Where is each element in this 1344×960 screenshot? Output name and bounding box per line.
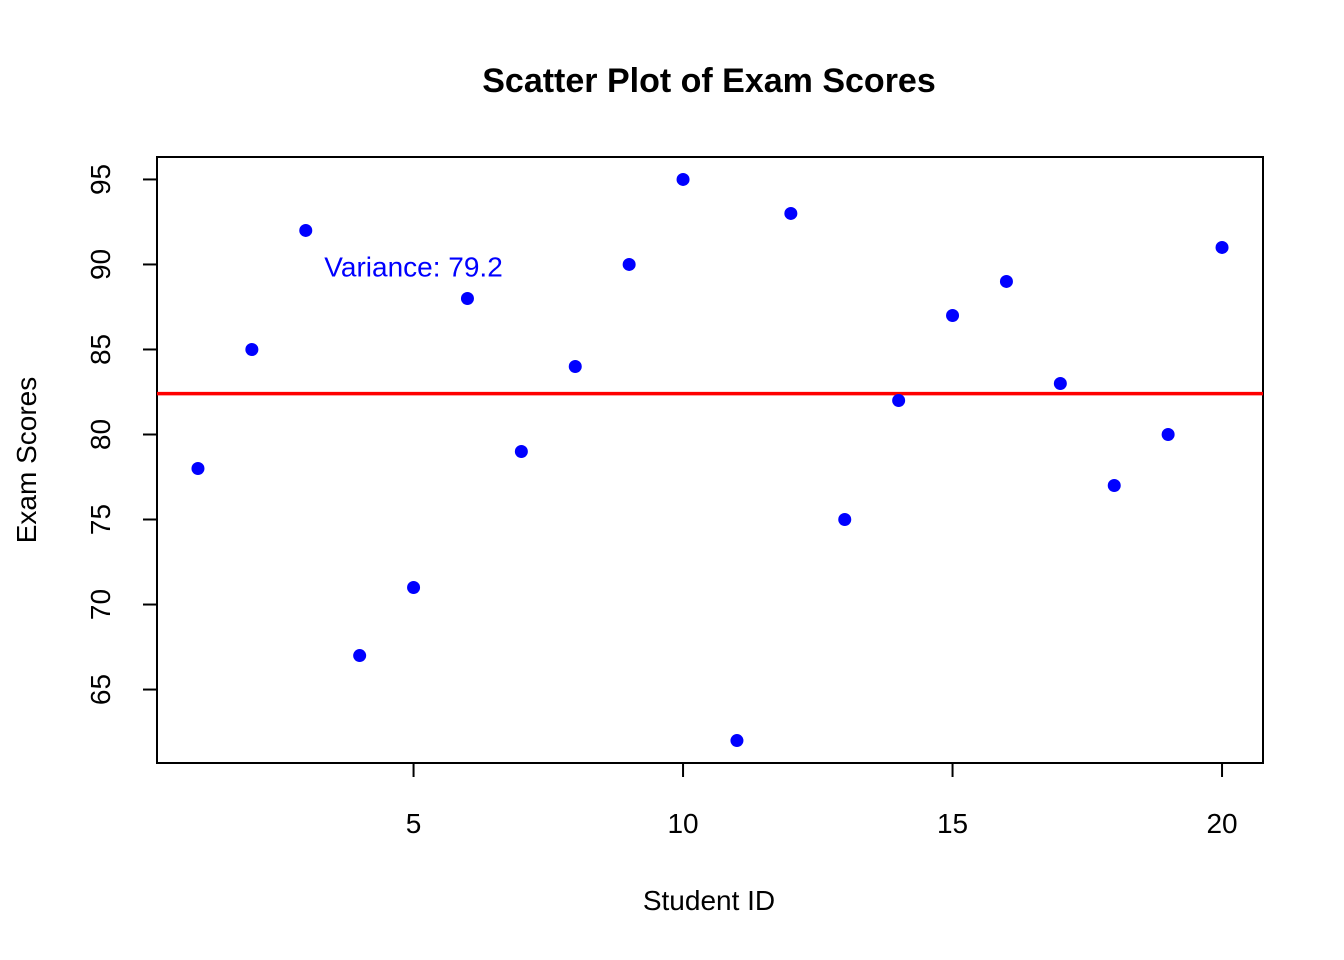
y-axis-label: Exam Scores [11, 377, 42, 544]
data-point [1161, 427, 1175, 441]
data-point [568, 359, 582, 373]
chart-title: Scatter Plot of Exam Scores [482, 62, 936, 100]
x-axis: 5 10 15 20 [406, 763, 1238, 839]
data-points [191, 172, 1229, 748]
data-point [407, 581, 421, 595]
data-point [514, 444, 528, 458]
data-point [1053, 376, 1067, 390]
data-point [946, 308, 960, 322]
data-point [784, 206, 798, 220]
data-point [460, 291, 474, 305]
data-point [299, 223, 313, 237]
y-tick-label-70: 70 [85, 589, 116, 620]
plot-frame [156, 156, 1264, 764]
y-tick-label-65: 65 [85, 674, 116, 705]
data-point [622, 257, 636, 271]
y-tick-label-85: 85 [85, 334, 116, 365]
x-tick-label-15: 15 [937, 808, 968, 839]
x-tick-label-5: 5 [406, 808, 422, 839]
data-point [838, 513, 852, 527]
x-tick-label-20: 20 [1206, 808, 1237, 839]
data-point [1215, 240, 1229, 254]
variance-annotation: Variance: 79.2 [324, 251, 503, 282]
data-point [353, 649, 367, 663]
x-axis-label: Student ID [643, 885, 775, 916]
y-axis: 65 70 75 80 85 90 95 [85, 164, 157, 705]
data-point [892, 393, 906, 407]
y-tick-label-95: 95 [85, 164, 116, 195]
y-tick-label-80: 80 [85, 419, 116, 450]
x-tick-label-10: 10 [667, 808, 698, 839]
data-point [245, 342, 259, 356]
data-point [191, 462, 205, 476]
data-point [999, 274, 1013, 288]
y-tick-label-90: 90 [85, 249, 116, 280]
data-point [1107, 479, 1121, 493]
data-point [730, 734, 744, 748]
data-point [676, 172, 690, 186]
y-tick-label-75: 75 [85, 504, 116, 535]
